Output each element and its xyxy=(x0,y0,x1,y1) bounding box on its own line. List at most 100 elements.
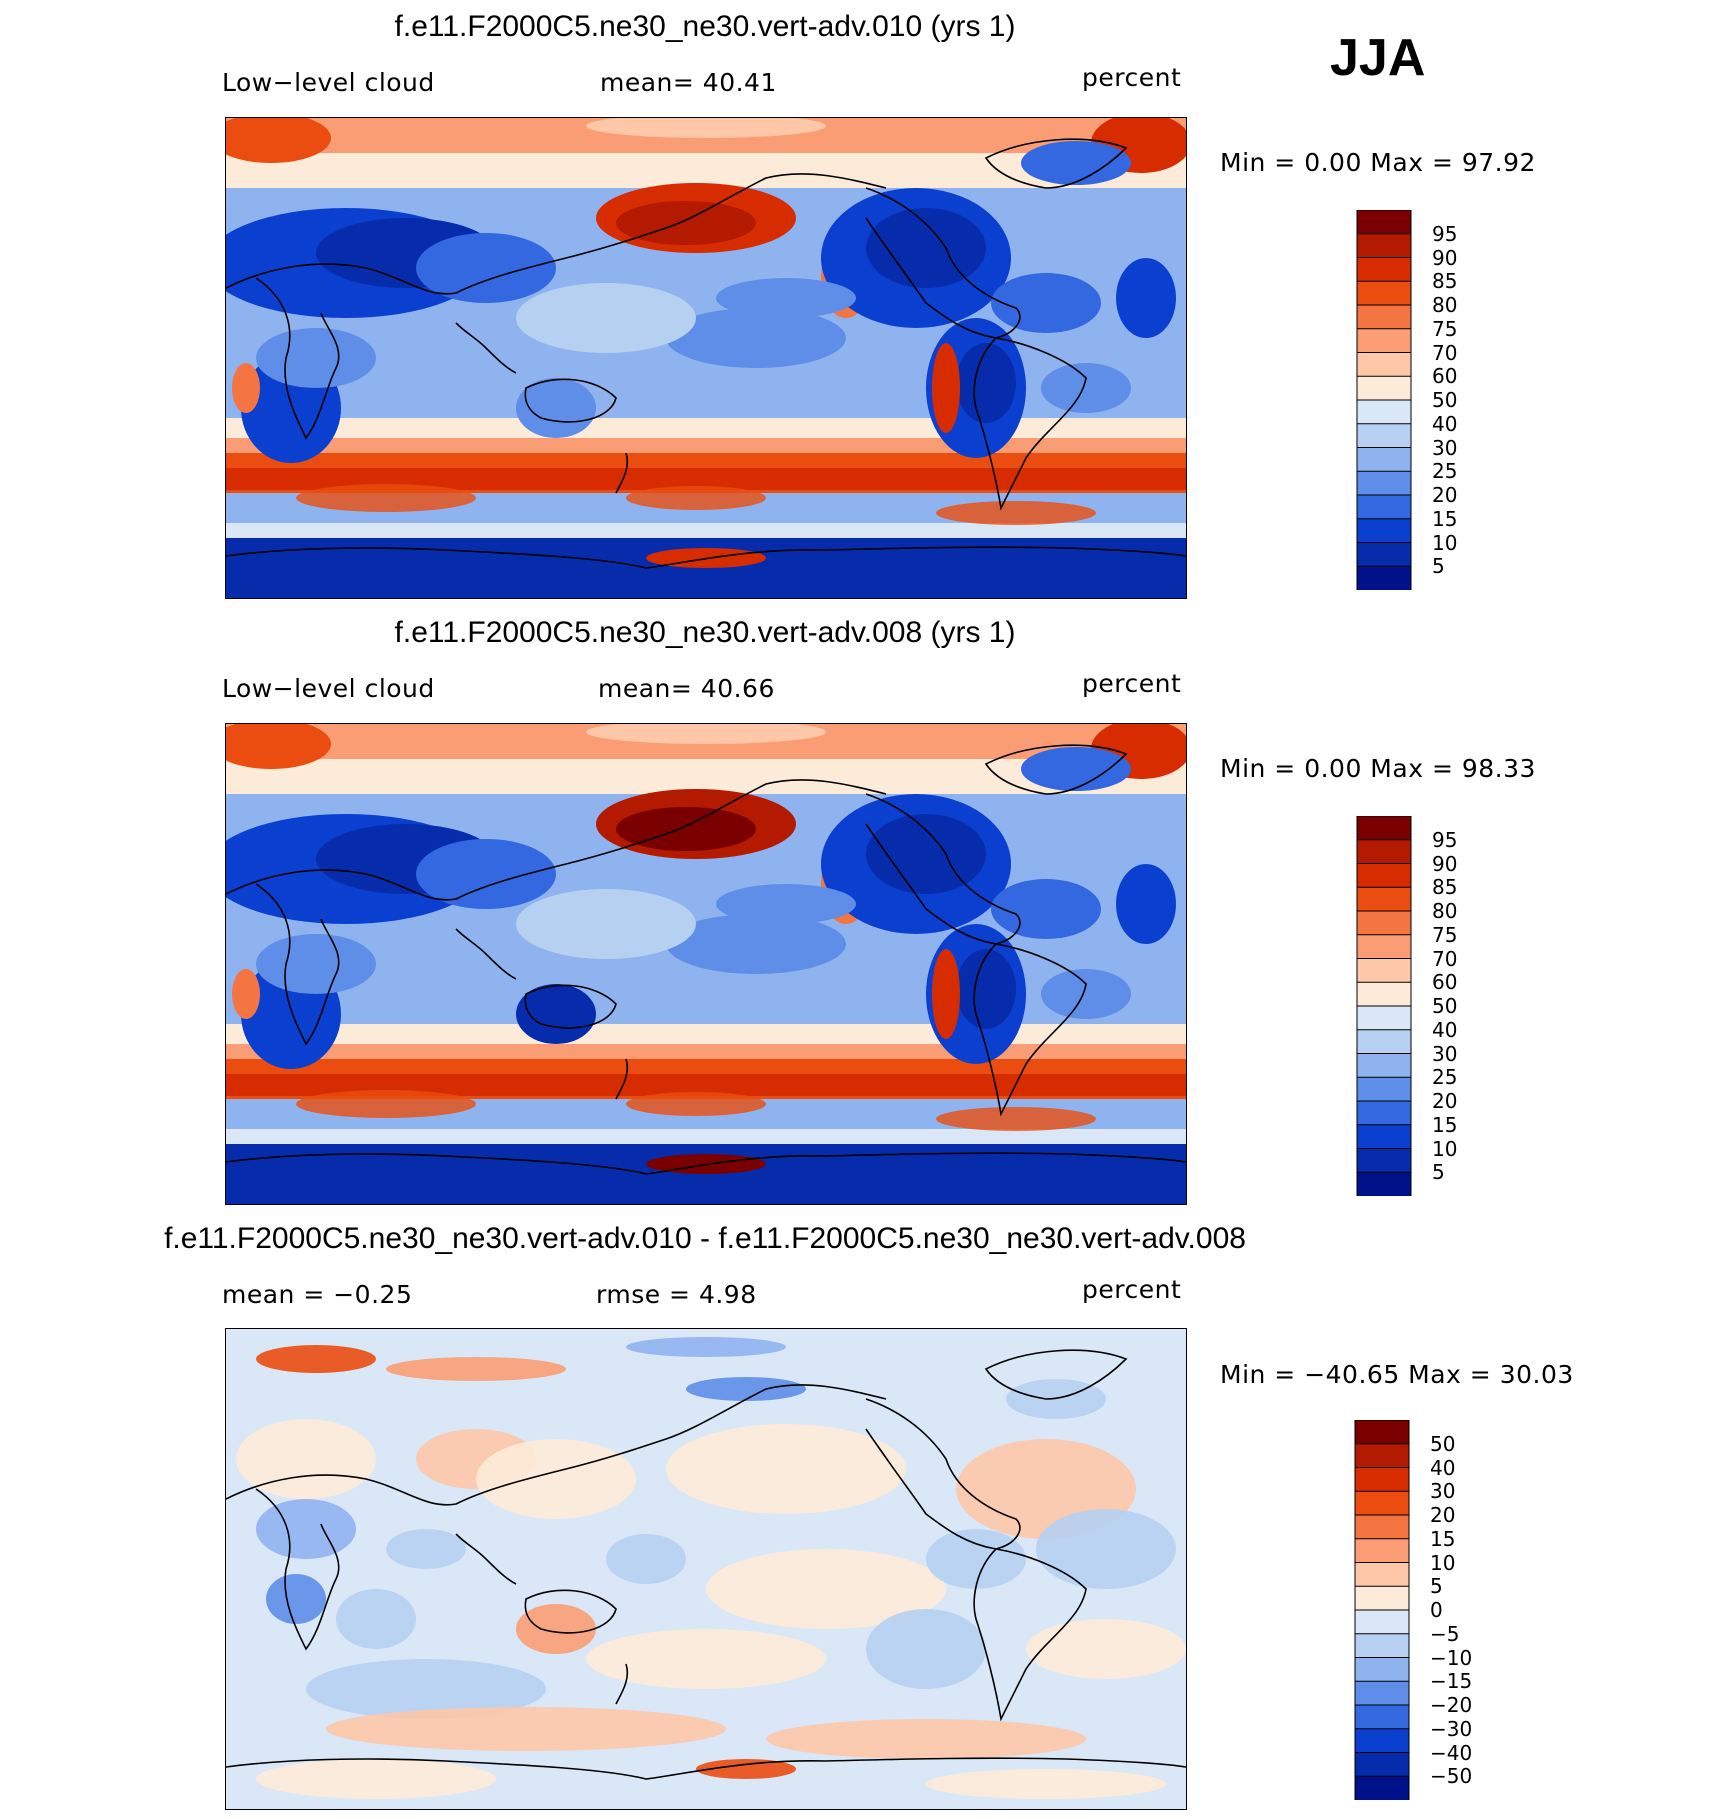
colorbar-swatch xyxy=(1356,981,1412,1007)
colorbar-swatch xyxy=(1356,886,1412,912)
panel-1-mean: mean= 40.41 xyxy=(600,68,777,97)
colorbar-swatch xyxy=(1356,1148,1412,1174)
colorbar-swatch xyxy=(1354,1467,1410,1493)
colorbar-swatch xyxy=(1356,304,1412,330)
colorbar-label: 50 xyxy=(1430,1431,1456,1456)
colorbar-swatch xyxy=(1354,1609,1410,1635)
panel-2-units: percent xyxy=(1082,669,1182,698)
colorbar-label: 80 xyxy=(1432,293,1458,317)
colorbar-label: 15 xyxy=(1432,1112,1458,1137)
colorbar-label: −5 xyxy=(1430,1621,1460,1646)
colorbar-swatch xyxy=(1356,910,1412,936)
colorbar-label: 10 xyxy=(1432,530,1458,555)
colorbar-swatch xyxy=(1354,1420,1410,1445)
panel-1-map xyxy=(225,117,1187,599)
colorbar-swatch xyxy=(1356,375,1412,401)
colorbar-swatch xyxy=(1356,958,1412,984)
colorbar-swatch xyxy=(1356,816,1412,841)
colorbar-label: 95 xyxy=(1432,221,1458,246)
colorbar-label: 75 xyxy=(1432,316,1458,341)
colorbar-label: 40 xyxy=(1432,1017,1458,1042)
colorbar-swatch xyxy=(1354,1585,1410,1611)
colorbar-label: 40 xyxy=(1432,411,1458,436)
colorbar-swatch xyxy=(1356,934,1412,960)
colorbar-swatch xyxy=(1356,210,1412,235)
colorbar-swatch xyxy=(1356,1076,1412,1102)
colorbar-swatch xyxy=(1356,863,1412,889)
colorbar-swatch xyxy=(1356,352,1412,378)
colorbar-label: 95 xyxy=(1432,827,1458,852)
colorbar-swatch xyxy=(1356,447,1412,473)
colorbar-swatch xyxy=(1356,233,1412,259)
colorbar-label: −10 xyxy=(1430,1645,1473,1670)
colorbar-label: 80 xyxy=(1432,899,1458,923)
panel-3-colorbar xyxy=(1354,1420,1410,1800)
colorbar-label: 60 xyxy=(1432,364,1458,389)
colorbar-label: 90 xyxy=(1432,851,1458,876)
colorbar-swatch xyxy=(1356,542,1412,568)
colorbar-label: 5 xyxy=(1432,1160,1445,1185)
panel-2-variable: Low−level cloud xyxy=(222,674,435,703)
colorbar-label: −15 xyxy=(1430,1669,1473,1694)
colorbar-label: 30 xyxy=(1432,435,1458,460)
colorbar-label: 0 xyxy=(1430,1598,1443,1622)
colorbar-swatch xyxy=(1354,1514,1410,1540)
panel-2-mean: mean= 40.66 xyxy=(598,674,775,703)
colorbar-swatch xyxy=(1356,518,1412,544)
colorbar-label: 20 xyxy=(1432,483,1458,507)
colorbar-swatch xyxy=(1356,1053,1412,1079)
panel-3-map xyxy=(225,1328,1187,1810)
colorbar-label: 70 xyxy=(1432,340,1458,365)
contour-field xyxy=(226,1329,1186,1809)
colorbar-swatch xyxy=(1354,1633,1410,1659)
colorbar-swatch xyxy=(1356,280,1412,306)
colorbar-swatch xyxy=(1356,494,1412,520)
colorbar-swatch xyxy=(1354,1728,1410,1754)
colorbar-label: 50 xyxy=(1432,388,1458,412)
colorbar-swatch xyxy=(1356,399,1412,425)
colorbar-label: 15 xyxy=(1430,1526,1456,1551)
panel-1-units: percent xyxy=(1082,63,1182,92)
colorbar-swatch xyxy=(1354,1443,1410,1469)
colorbar-label: 25 xyxy=(1432,1065,1458,1090)
panel-3-title: f.e11.F2000C5.ne30_ne30.vert-adv.010 - f… xyxy=(164,1222,1246,1255)
colorbar-label: 85 xyxy=(1432,875,1458,900)
colorbar-label: 50 xyxy=(1432,994,1458,1018)
season-label: JJA xyxy=(1330,29,1426,87)
colorbar-label: 15 xyxy=(1432,506,1458,531)
colorbar-swatch xyxy=(1354,1538,1410,1564)
colorbar-label: 25 xyxy=(1432,459,1458,484)
panel-1-variable: Low−level cloud xyxy=(222,68,435,97)
colorbar-swatch xyxy=(1356,328,1412,354)
contour-field xyxy=(226,118,1186,598)
colorbar-label: 5 xyxy=(1432,554,1445,579)
colorbar-swatch xyxy=(1356,1124,1412,1150)
contour-field xyxy=(226,724,1186,1204)
panel-2-map xyxy=(225,723,1187,1205)
colorbar-label: 90 xyxy=(1432,245,1458,270)
colorbar-label: 20 xyxy=(1430,1503,1456,1527)
colorbar-label: 85 xyxy=(1432,269,1458,294)
colorbar-label: 60 xyxy=(1432,970,1458,995)
panel-1-title: f.e11.F2000C5.ne30_ne30.vert-adv.010 (yr… xyxy=(394,10,1016,43)
colorbar-label: 30 xyxy=(1430,1479,1456,1504)
panel-3-minmax: Min = −40.65 Max = 30.03 xyxy=(1220,1360,1574,1389)
colorbar-swatch xyxy=(1356,1171,1412,1196)
colorbar-label: −20 xyxy=(1430,1693,1473,1717)
coastlines xyxy=(226,1349,1186,1780)
panel-2-minmax: Min = 0.00 Max = 98.33 xyxy=(1220,754,1536,783)
panel-3-mean: mean = −0.25 xyxy=(222,1280,413,1309)
panel-3-rmse: rmse = 4.98 xyxy=(596,1280,757,1309)
colorbar-swatch xyxy=(1356,470,1412,496)
colorbar-label: 75 xyxy=(1432,922,1458,947)
colorbar-swatch xyxy=(1354,1775,1410,1800)
panel-3-units: percent xyxy=(1082,1275,1182,1304)
colorbar-label: −30 xyxy=(1430,1716,1473,1741)
colorbar-label: 10 xyxy=(1432,1136,1458,1161)
colorbar-swatch xyxy=(1356,257,1412,283)
panel-1-colorbar xyxy=(1356,210,1412,590)
panel-2-title: f.e11.F2000C5.ne30_ne30.vert-adv.008 (yr… xyxy=(394,616,1016,649)
colorbar-label: 40 xyxy=(1430,1455,1456,1480)
colorbar-swatch xyxy=(1354,1562,1410,1588)
colorbar-swatch xyxy=(1354,1657,1410,1683)
